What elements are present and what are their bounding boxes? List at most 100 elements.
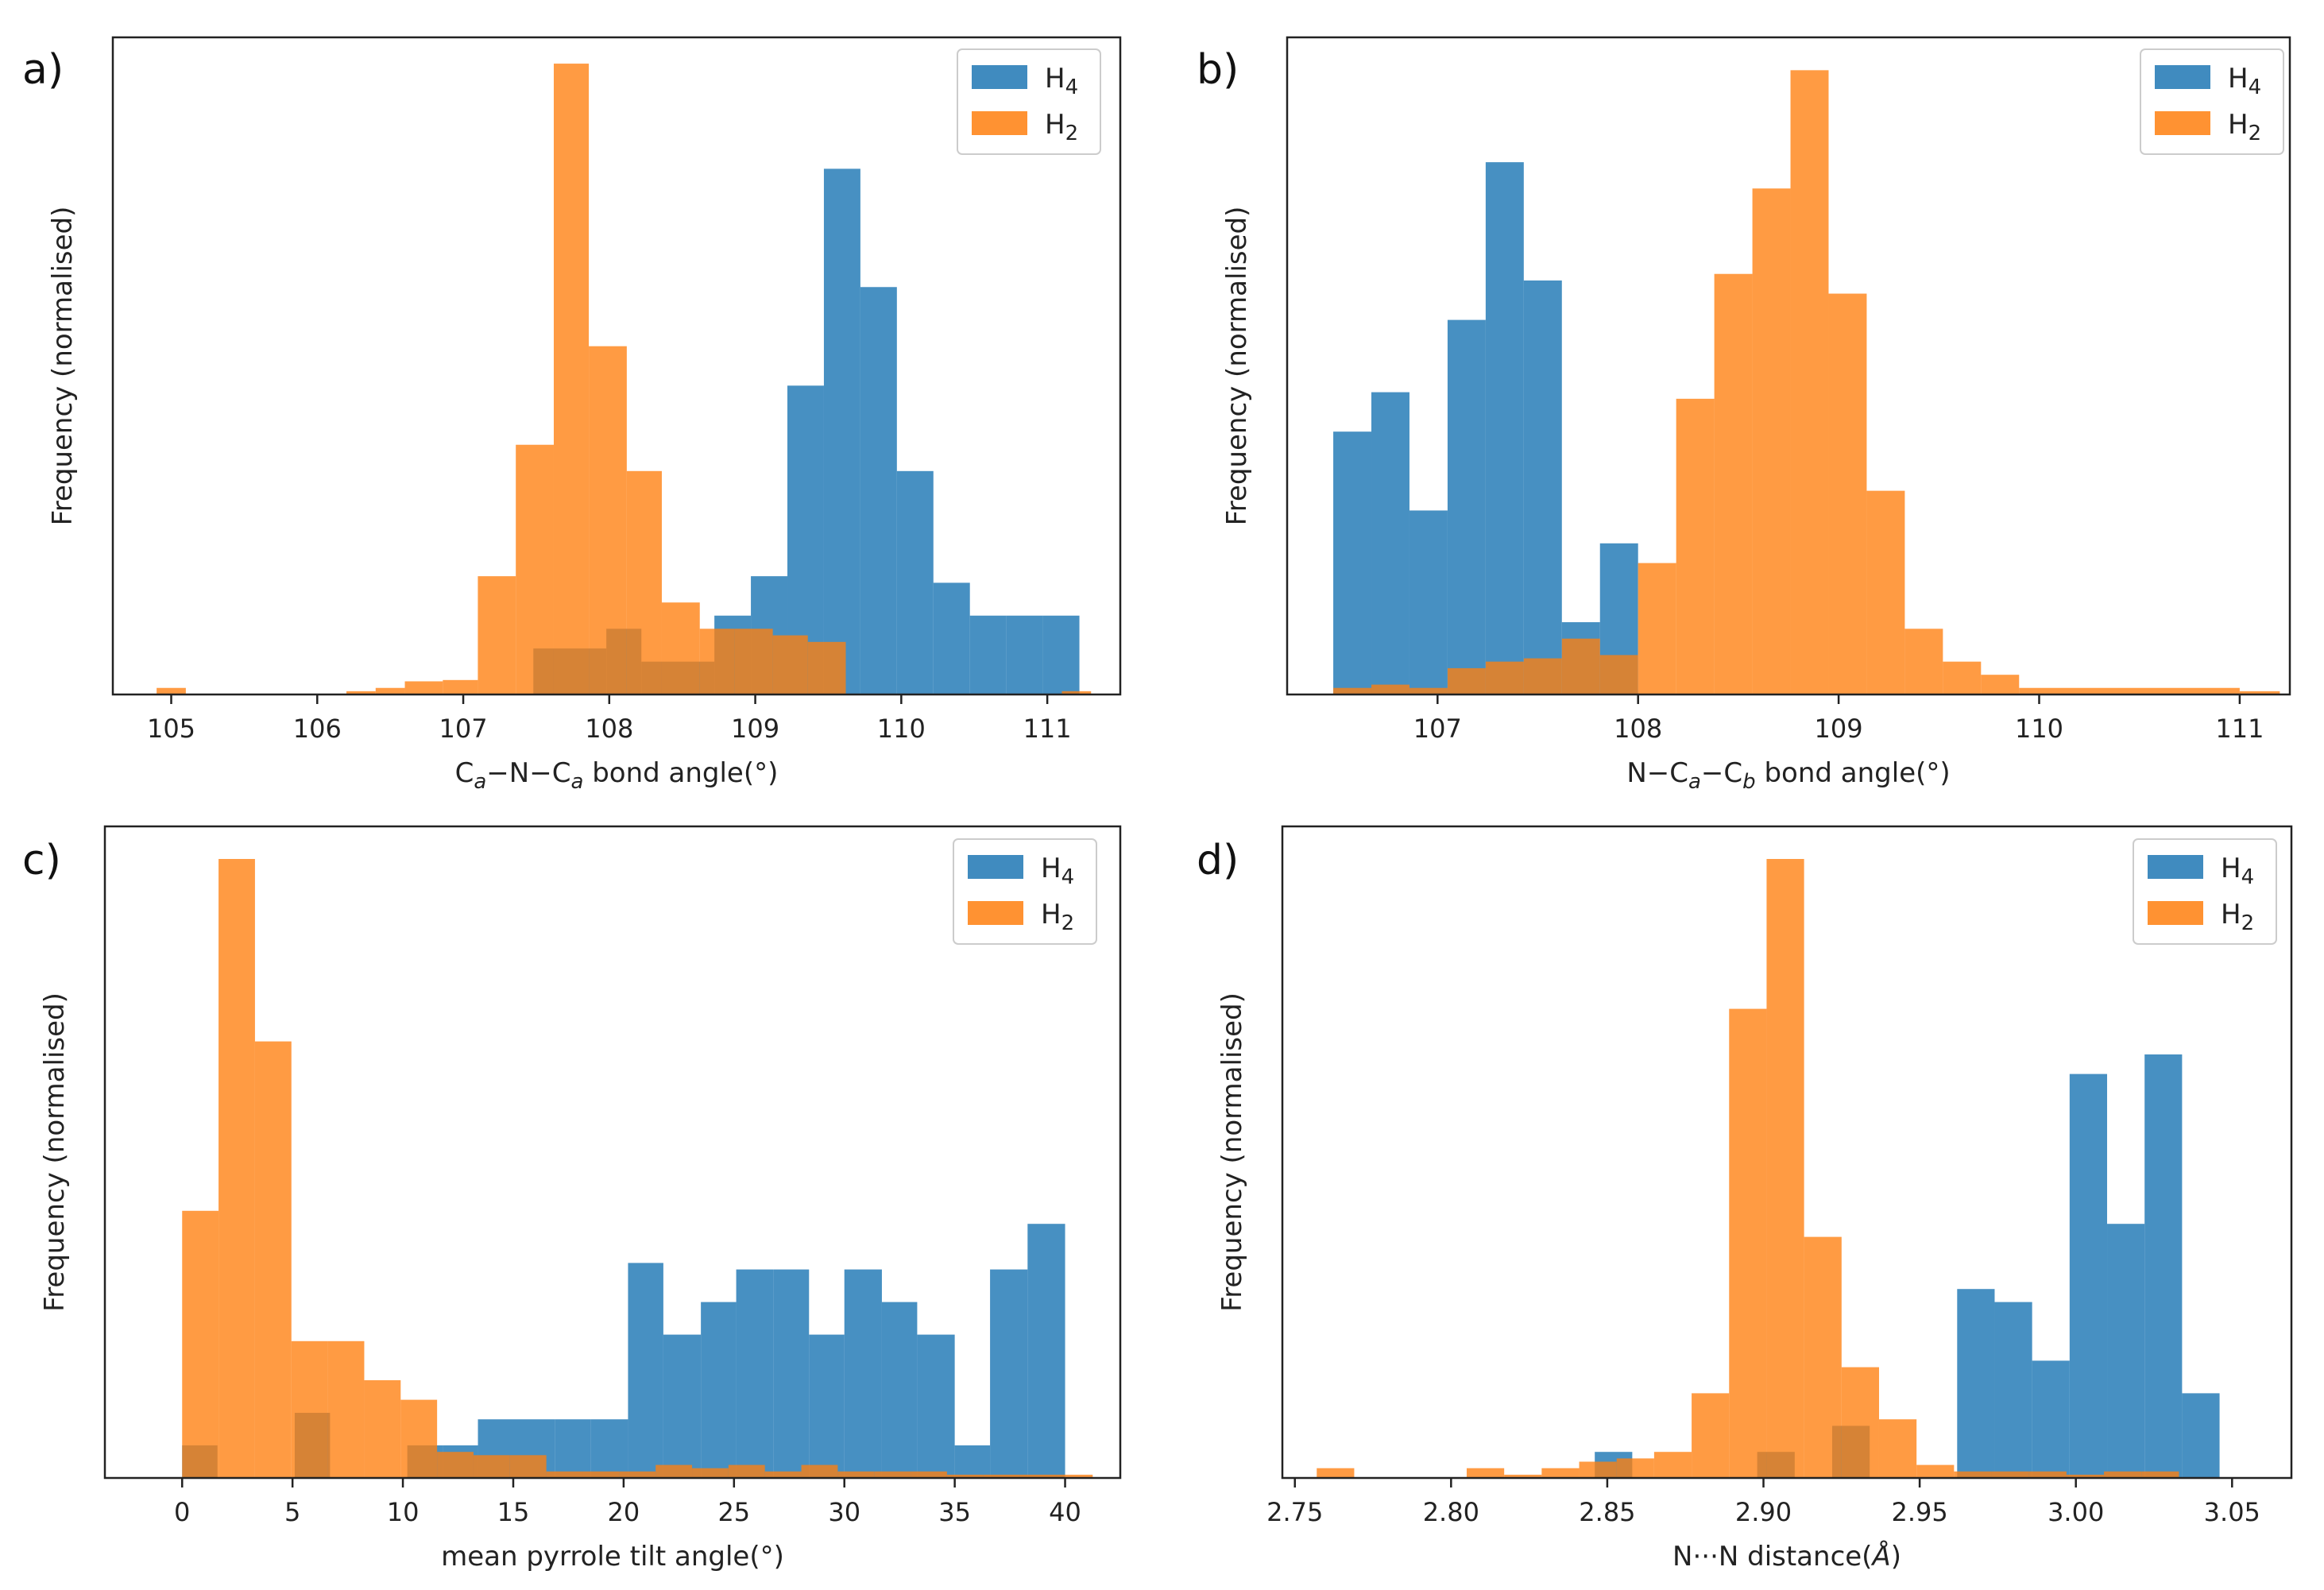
h2-bar: [254, 1041, 292, 1478]
h2-bar: [1841, 1367, 1879, 1478]
h2-bar: [589, 346, 627, 694]
h2-bar: [2019, 687, 2240, 694]
h2-bar: [346, 691, 376, 694]
h4-bar: [896, 470, 934, 694]
h4-bar: [990, 1269, 1028, 1478]
x-tick-label: 0: [174, 1497, 190, 1527]
h2-bar: [327, 1340, 365, 1478]
axes-frame: [1281, 825, 2293, 1480]
h2-bar: [661, 602, 700, 694]
h2-bar: [1523, 658, 1562, 694]
h2-bar: [619, 1471, 656, 1478]
h2-bar: [807, 641, 846, 694]
h2-bar: [1409, 687, 1448, 694]
h4-bar: [1447, 319, 1486, 694]
h2-bar: [1866, 490, 1905, 694]
chart-panel-b: 107 108 109 110 111 N−Ca−Cb bond angle(°) Freq…: [1197, 36, 2291, 794]
h2-bar: [728, 1464, 765, 1478]
x-tick-label: 109: [731, 714, 779, 744]
x-tick-label: 35: [938, 1497, 971, 1527]
h2-bar: [655, 1464, 693, 1478]
legend-swatch: [2155, 111, 2210, 135]
h4-bar: [1006, 615, 1043, 694]
h4-bar: [969, 615, 1007, 694]
x-tick-label: 110: [877, 714, 926, 744]
x-tick-label: 30: [828, 1497, 860, 1527]
h2-bar: [1981, 675, 2020, 694]
h2-bar: [1616, 1458, 1654, 1478]
x-tick-label: 2.90: [1735, 1497, 1792, 1527]
h4-bar: [1333, 431, 1372, 694]
h2-bar: [1061, 691, 1092, 694]
h2-bar: [1714, 273, 1753, 695]
y-axis-label: Frequency (normalised): [1216, 992, 1248, 1312]
legend-swatch: [2148, 855, 2203, 879]
h2-bar: [1904, 629, 1943, 694]
h2-bar: [1752, 188, 1791, 694]
h2-bar: [1019, 1474, 1057, 1478]
h2-bar: [516, 444, 554, 694]
x-tick-label: 106: [293, 714, 342, 744]
x-tick-label: 109: [1815, 714, 1863, 744]
x-tick-label: 10: [387, 1497, 420, 1527]
h2-bar: [157, 687, 186, 694]
h2-bar: [1466, 1468, 1505, 1478]
legend-box: [957, 48, 1101, 155]
legend-label: H4: [2221, 853, 2254, 889]
h2-bar: [2141, 1471, 2179, 1478]
h4-bar: [1371, 392, 1409, 694]
chart-panel-d: 2.75 2.80 2.85 2.90 2.95 3.00 3.05 N···N distan…: [1197, 825, 2293, 1573]
h2-bar: [1692, 1393, 1730, 1478]
h4-bar: [628, 1263, 663, 1478]
h2-bar: [1638, 563, 1676, 694]
h2-bar: [182, 1210, 219, 1478]
h2-bar: [478, 576, 516, 694]
x-axis-label: N···N distance(Å): [1672, 1540, 1901, 1573]
h2-bar: [582, 1471, 620, 1478]
h2-bar: [509, 1455, 547, 1478]
x-axis-label: Ca−N−Ca bond angle(°): [455, 757, 779, 794]
h2-bar: [546, 1471, 583, 1478]
x-tick-label: 20: [608, 1497, 640, 1527]
h2-bar: [437, 1452, 474, 1478]
h2-bar: [364, 1380, 401, 1478]
legend-swatch: [968, 901, 1023, 925]
x-tick-label: 105: [147, 714, 195, 744]
h4-bar: [663, 1334, 702, 1478]
chart-panel-a: 105 106 107 108 109 110 111 Ca−N−Ca bond angle(…: [22, 36, 1122, 794]
h4-bar: [881, 1302, 918, 1478]
legend-label: H2: [2221, 899, 2254, 935]
h2-bar: [1804, 1236, 1842, 1478]
x-tick-label: 25: [717, 1497, 750, 1527]
x-tick-label: 111: [1023, 714, 1072, 744]
h4-bar: [1485, 162, 1524, 694]
h4-bar: [809, 1334, 845, 1478]
h4-bar: [2032, 1360, 2070, 1478]
h2-bar: [699, 629, 735, 694]
x-tick-label: 2.75: [1266, 1497, 1323, 1527]
x-tick-label: 3.00: [2048, 1497, 2104, 1527]
legend-label: H2: [2228, 109, 2261, 145]
h2-bar: [404, 681, 443, 694]
h2-bar: [1579, 1461, 1617, 1478]
h2-bar: [2239, 691, 2280, 694]
h2-bar: [1485, 661, 1524, 694]
h2-bar: [946, 1474, 984, 1478]
h4-bar: [1994, 1302, 2032, 1478]
panel-label: b): [1197, 46, 1239, 94]
h2-bar: [1766, 859, 1804, 1478]
legend-swatch: [972, 111, 1027, 135]
h2-bar: [473, 1455, 510, 1478]
h2-bar: [1991, 1471, 2029, 1478]
h2-bar: [2028, 1471, 2067, 1478]
h2-bar: [983, 1474, 1020, 1478]
h2-bar: [734, 629, 773, 694]
x-tick-label: 110: [2015, 714, 2063, 744]
axes-frame: [103, 825, 1122, 1480]
y-axis-label: Frequency (normalised): [39, 992, 71, 1312]
x-tick-label: 108: [585, 714, 633, 744]
